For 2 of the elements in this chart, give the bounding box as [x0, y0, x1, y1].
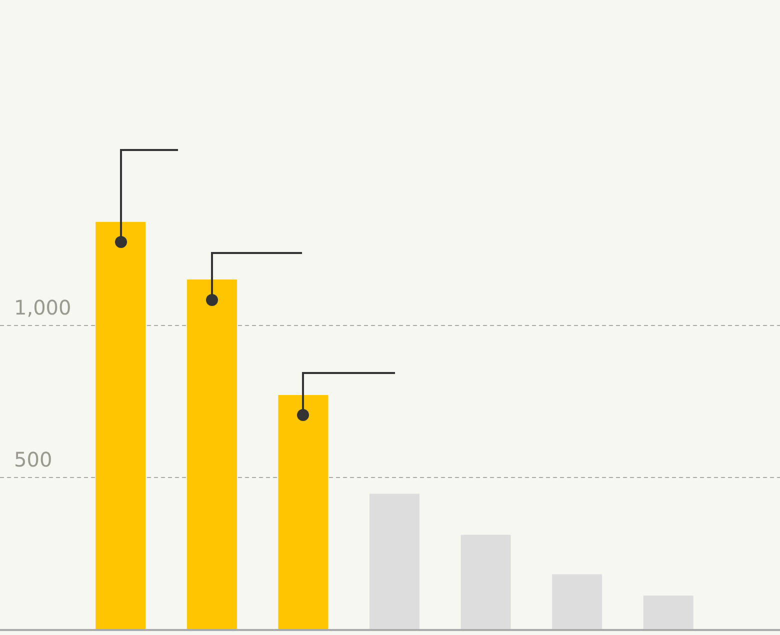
y-tick-label: 500	[14, 447, 52, 472]
y-tick-label: 1,000	[14, 295, 72, 320]
